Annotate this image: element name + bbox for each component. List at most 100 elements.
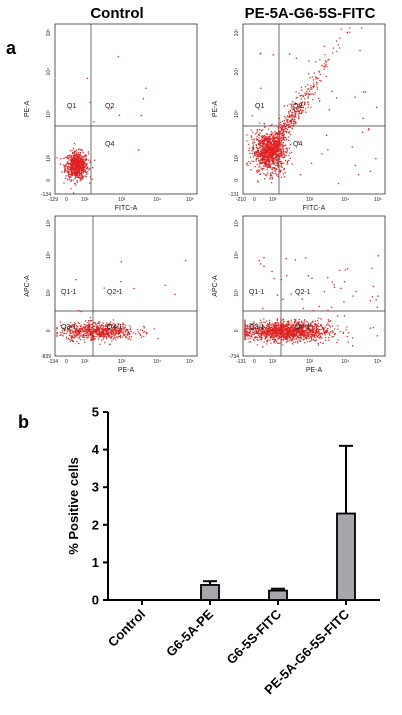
event-dot xyxy=(297,340,299,342)
event-dot xyxy=(284,128,286,130)
x-tick-label: 10⁵ xyxy=(186,197,194,203)
event-dot xyxy=(264,332,266,334)
event-dot xyxy=(266,323,269,325)
event-dot xyxy=(85,158,87,160)
event-dot xyxy=(269,154,271,156)
event-dot xyxy=(271,162,273,164)
event-dot xyxy=(283,125,285,128)
event-dot xyxy=(99,335,102,337)
event-dot xyxy=(92,331,94,333)
event-dot xyxy=(324,65,326,67)
event-dot xyxy=(269,331,272,334)
event-dot xyxy=(316,325,318,327)
event-dot xyxy=(68,157,70,159)
y-axis-title: PE-A xyxy=(24,101,31,118)
event-dot xyxy=(301,320,303,322)
event-dot xyxy=(275,174,277,176)
y-tick-label: 2 xyxy=(92,517,99,532)
event-dot xyxy=(79,328,81,330)
event-dot xyxy=(289,103,291,105)
event-dot xyxy=(331,331,333,333)
event-dot xyxy=(82,166,84,168)
event-dot xyxy=(354,164,357,167)
event-dot xyxy=(77,170,79,172)
event-dot xyxy=(343,281,346,283)
event-dot xyxy=(260,263,262,265)
event-dot xyxy=(84,155,86,157)
event-dot xyxy=(282,324,284,326)
y-tick-label: 10⁴ xyxy=(46,251,52,259)
event-dot xyxy=(272,323,274,325)
x-tick-label: 10⁴ xyxy=(153,197,161,203)
event-dot xyxy=(278,140,280,142)
event-dot xyxy=(298,92,300,94)
event-dot xyxy=(311,88,313,90)
event-dot xyxy=(264,333,266,335)
event-dot xyxy=(245,333,247,336)
event-dot xyxy=(83,164,85,166)
y-tick-label: 10⁵ xyxy=(46,29,52,37)
event-dot xyxy=(279,331,281,334)
event-dot xyxy=(321,337,323,339)
event-dot xyxy=(261,331,263,333)
event-dot xyxy=(278,323,280,325)
event-dot xyxy=(282,127,284,129)
event-dot xyxy=(105,330,107,332)
event-dot xyxy=(307,97,309,99)
event-dot xyxy=(274,140,276,143)
event-dot xyxy=(92,330,94,332)
event-dot xyxy=(118,335,121,337)
event-dot xyxy=(107,332,109,335)
event-dot xyxy=(73,337,75,339)
quadrant-label-q4-1: Q4-1 xyxy=(107,324,123,331)
event-dot xyxy=(300,106,302,108)
event-dot xyxy=(83,336,85,338)
event-dot xyxy=(348,332,350,334)
event-dot xyxy=(96,329,98,331)
event-dot xyxy=(87,171,89,173)
event-dot xyxy=(307,325,309,327)
event-dot xyxy=(267,149,269,151)
event-dot xyxy=(270,146,272,148)
event-dot xyxy=(79,165,81,167)
event-dot xyxy=(287,121,289,123)
event-dot xyxy=(281,324,283,326)
event-dot xyxy=(77,149,80,151)
event-dot xyxy=(297,335,299,337)
x-min-label: -131 xyxy=(236,359,246,365)
event-dot xyxy=(79,169,81,171)
event-dot xyxy=(298,112,301,114)
event-dot xyxy=(254,325,256,327)
event-dot xyxy=(332,331,334,334)
event-dot xyxy=(305,111,307,113)
event-dot xyxy=(273,158,275,160)
event-dot xyxy=(267,324,269,326)
event-dot xyxy=(81,157,83,160)
event-dot xyxy=(271,328,273,330)
event-dot xyxy=(256,157,258,159)
event-dot xyxy=(287,125,289,127)
event-dot xyxy=(67,157,69,159)
event-dot xyxy=(110,324,112,326)
event-dot xyxy=(99,334,101,336)
event-dot xyxy=(281,328,283,330)
event-dot xyxy=(278,129,280,131)
event-dot xyxy=(78,148,80,150)
event-dot xyxy=(317,77,319,79)
event-dot xyxy=(132,332,134,334)
event-dot xyxy=(299,174,302,176)
event-dot xyxy=(80,161,82,163)
event-dot xyxy=(346,268,349,270)
event-dot xyxy=(262,168,264,170)
event-dot xyxy=(279,336,281,338)
event-dot xyxy=(287,326,289,328)
event-dot xyxy=(283,334,285,336)
event-dot xyxy=(102,332,104,334)
event-dot xyxy=(66,179,69,181)
event-dot xyxy=(256,338,258,341)
event-dot xyxy=(138,332,140,334)
event-dot xyxy=(264,158,266,160)
event-dot xyxy=(124,330,126,332)
event-dot xyxy=(312,320,314,322)
